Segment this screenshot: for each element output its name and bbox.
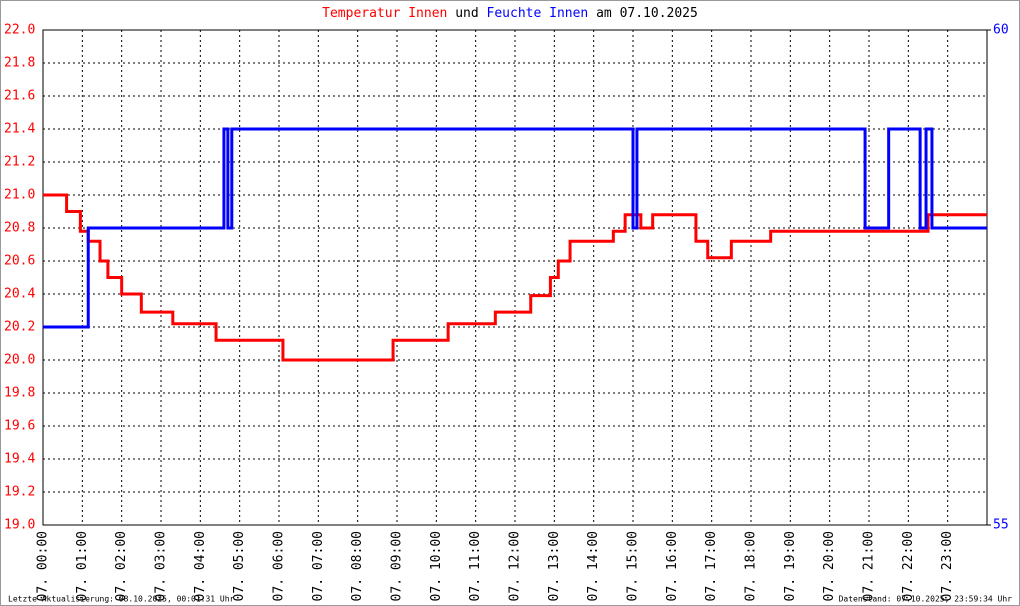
x-tick-label: 07. 11:00 <box>468 531 483 601</box>
x-tick-label: 07. 15:00 <box>626 531 641 601</box>
plot-frame <box>42 29 988 526</box>
y2-tick-label: 55 <box>993 518 1009 533</box>
x-tick-label: 07. 05:00 <box>232 531 247 601</box>
x-tick-label: 07. 00:00 <box>36 531 51 601</box>
y-tick-label: 21.8 <box>4 56 35 71</box>
footer-right: Datenstand: 07.10.2025, 23:59:34 Uhr <box>839 595 1013 604</box>
y-tick-label: 19.0 <box>4 518 35 533</box>
y-tick-label: 20.8 <box>4 221 35 236</box>
y-tick-label: 19.6 <box>4 419 35 434</box>
series-line <box>43 127 987 329</box>
x-tick-label: 07. 09:00 <box>390 531 405 601</box>
y2-tick-label: 60 <box>993 23 1009 38</box>
x-tick-label: 07. 19:00 <box>783 531 798 601</box>
x-tick-label: 07. 13:00 <box>547 531 562 601</box>
x-tick-label: 07. 06:00 <box>272 531 287 601</box>
y-tick-label: 20.0 <box>4 353 35 368</box>
title-hum: Feuchte Innen <box>487 6 589 21</box>
title-and: und <box>455 6 478 21</box>
title-date: am 07.10.2025 <box>596 6 698 21</box>
x-tick-label: 07. 21:00 <box>862 531 877 601</box>
x-tick-label: 07. 04:00 <box>193 531 208 601</box>
series-line <box>43 193 987 362</box>
x-tick-label: 07. 17:00 <box>704 531 719 601</box>
y-tick-label: 21.6 <box>4 89 35 104</box>
footer-left: Letzte Aktualisierung: 08.10.2025, 00:01… <box>8 595 235 604</box>
x-tick-label: 07. 03:00 <box>154 531 169 601</box>
x-tick-label: 07. 01:00 <box>75 531 90 601</box>
y-tick-label: 21.4 <box>4 122 35 137</box>
x-tick-label: 07. 14:00 <box>586 531 601 601</box>
x-tick-label: 07. 23:00 <box>940 531 955 601</box>
x-tick-label: 07. 16:00 <box>665 531 680 601</box>
y-tick-label: 20.4 <box>4 287 35 302</box>
y-tick-label: 19.2 <box>4 485 35 500</box>
y-tick-label: 21.2 <box>4 155 35 170</box>
title-temp: Temperatur Innen <box>322 6 447 21</box>
y-tick-label: 21.0 <box>4 188 35 203</box>
y-tick-label: 20.2 <box>4 320 35 335</box>
x-tick-label: 07. 12:00 <box>508 531 523 601</box>
y-tick-label: 19.4 <box>4 452 35 467</box>
y-tick-label: 19.8 <box>4 386 35 401</box>
y-tick-label: 22.0 <box>4 23 35 38</box>
y-tick-label: 20.6 <box>4 254 35 269</box>
x-tick-label: 07. 10:00 <box>429 531 444 601</box>
x-tick-label: 07. 07:00 <box>311 531 326 601</box>
chart-title: Temperatur Innen und Feuchte Innen am 07… <box>322 6 698 21</box>
x-tick-label: 07. 18:00 <box>744 531 759 601</box>
x-tick-label: 07. 22:00 <box>901 531 916 601</box>
x-tick-label: 07. 02:00 <box>114 531 129 601</box>
x-tick-label: 07. 20:00 <box>822 531 837 601</box>
x-tick-label: 07. 08:00 <box>350 531 365 601</box>
